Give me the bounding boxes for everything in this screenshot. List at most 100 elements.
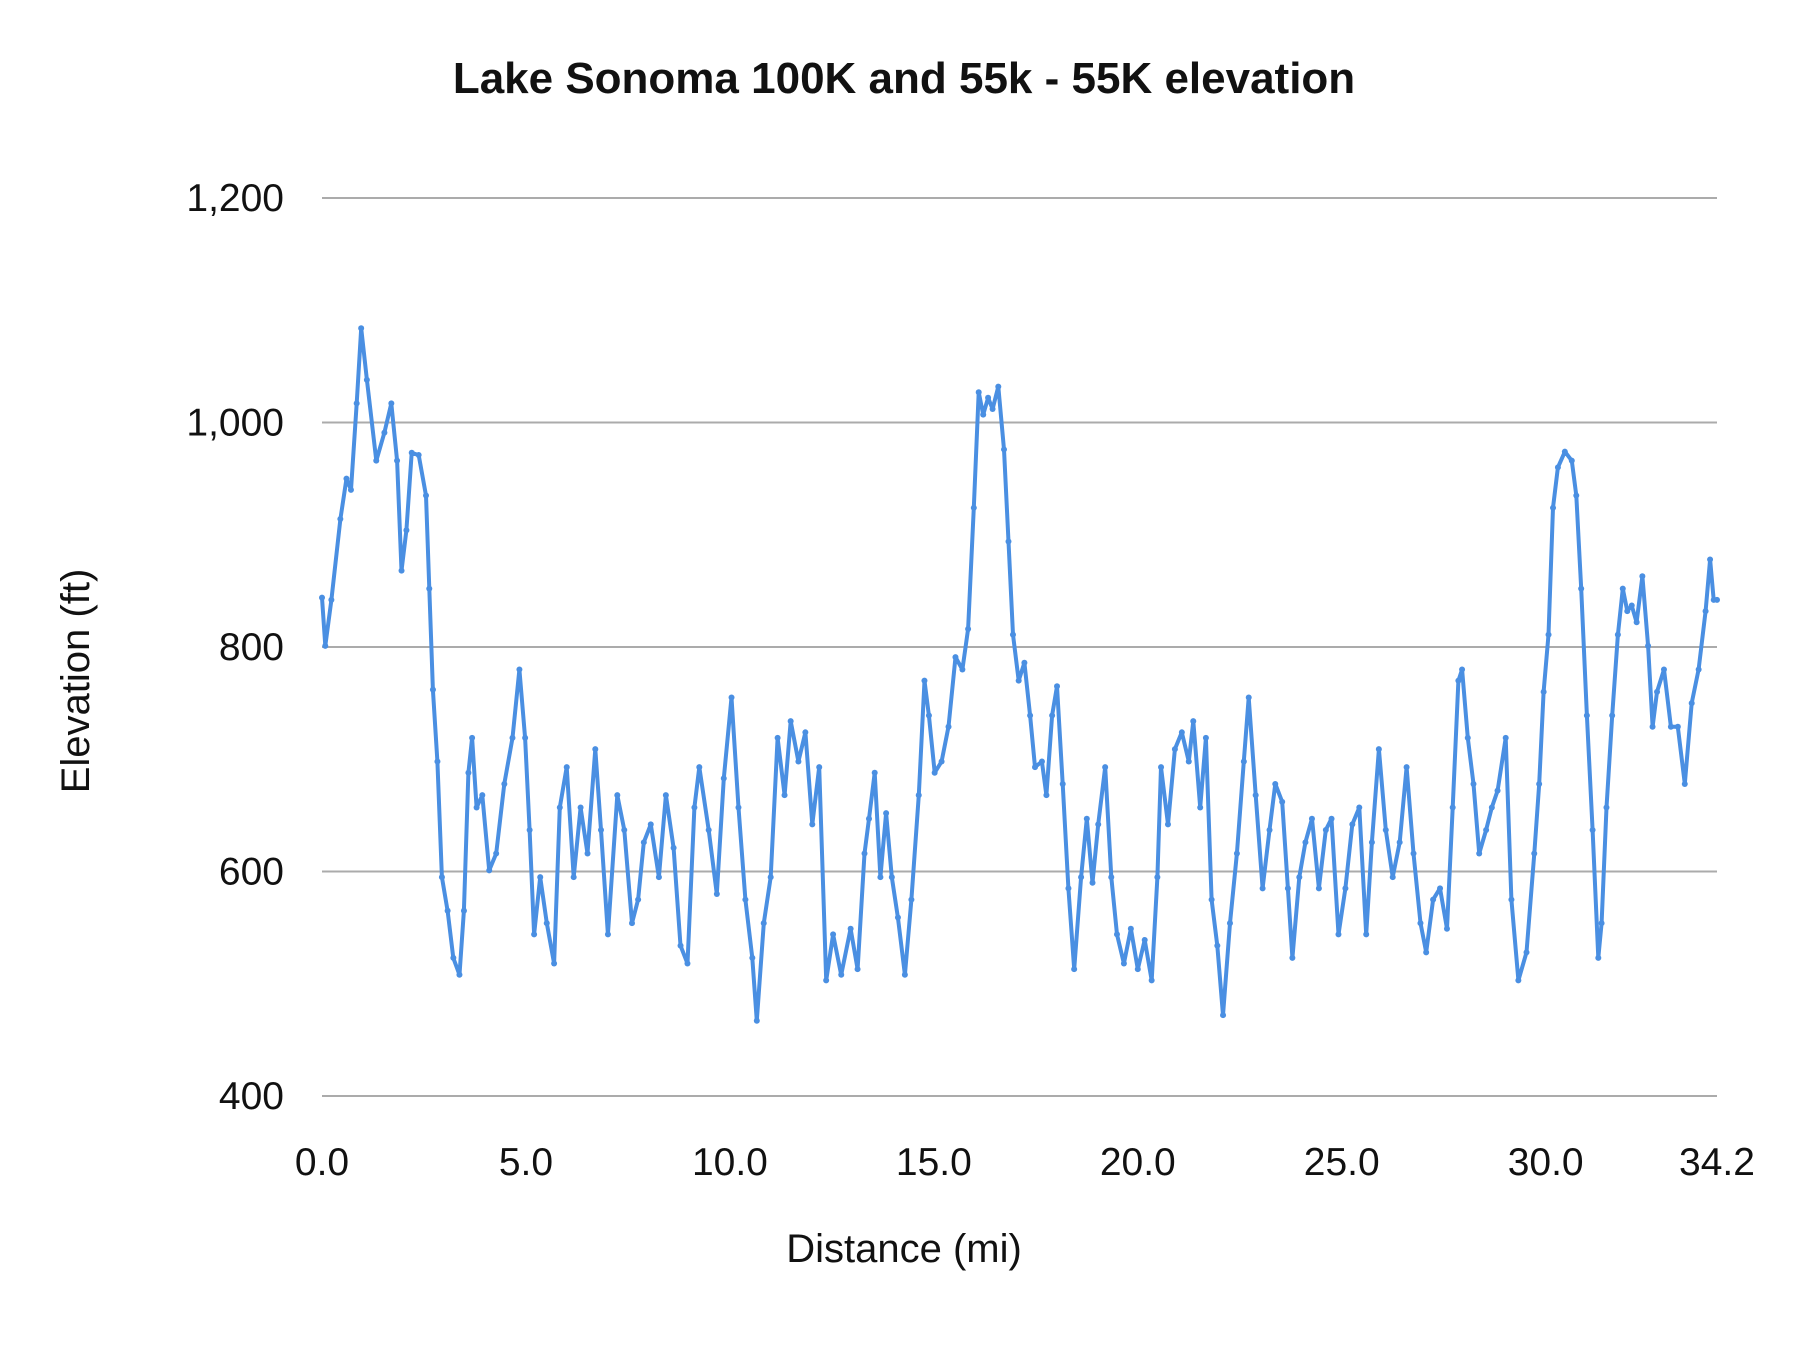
data-point <box>415 452 422 459</box>
data-point <box>1134 966 1141 973</box>
data-point <box>1363 931 1370 938</box>
data-point <box>493 850 500 857</box>
data-point <box>1628 602 1635 609</box>
x-tick-label: 30.0 <box>1508 1141 1584 1184</box>
data-point <box>460 907 467 914</box>
data-point <box>760 920 767 927</box>
data-point <box>816 764 823 771</box>
data-point <box>1266 826 1273 833</box>
data-point <box>1443 925 1450 932</box>
data-point <box>1649 723 1656 730</box>
data-point <box>809 821 816 828</box>
data-point <box>1667 723 1674 730</box>
data-point <box>720 775 727 782</box>
data-point <box>381 429 388 436</box>
data-point <box>551 960 558 967</box>
data-point <box>985 394 992 401</box>
data-point <box>1545 631 1552 638</box>
data-point <box>1619 585 1626 592</box>
data-point <box>952 654 959 661</box>
data-point <box>1190 718 1197 725</box>
data-point <box>1449 804 1456 811</box>
data-point <box>501 780 508 787</box>
data-point <box>398 567 405 574</box>
data-point <box>1578 585 1585 592</box>
data-point <box>894 914 901 921</box>
data-point <box>450 954 457 961</box>
data-point <box>1714 596 1720 603</box>
x-tick-label: 15.0 <box>896 1141 972 1184</box>
data-point <box>1494 787 1501 794</box>
data-point <box>531 931 538 938</box>
data-point <box>1171 746 1178 753</box>
data-point <box>1531 850 1538 857</box>
data-point <box>1536 780 1543 787</box>
data-point <box>925 712 932 719</box>
y-tick-label: 600 <box>219 851 284 894</box>
data-point <box>1226 920 1233 927</box>
data-point <box>1483 826 1490 833</box>
data-point <box>1464 734 1471 741</box>
data-point <box>1589 826 1596 833</box>
data-point <box>1078 874 1085 881</box>
data-point <box>861 850 868 857</box>
x-tick-label: 20.0 <box>1100 1141 1176 1184</box>
data-point <box>795 758 802 765</box>
data-point <box>1423 949 1430 956</box>
data-point <box>1120 960 1127 967</box>
data-point <box>655 874 662 881</box>
data-point <box>1609 712 1616 719</box>
data-point <box>921 677 928 684</box>
data-point <box>728 694 735 701</box>
data-point <box>830 931 837 938</box>
data-point <box>563 764 570 771</box>
data-point <box>509 734 516 741</box>
x-tick-label: 34.2 <box>1679 1141 1755 1184</box>
data-point <box>787 718 794 725</box>
data-point <box>854 966 861 973</box>
y-axis-title: Elevation (ft) <box>54 569 98 794</box>
data-point <box>1674 723 1681 730</box>
x-tick-label: 10.0 <box>692 1141 768 1184</box>
data-point <box>1001 446 1007 453</box>
data-point <box>647 821 654 828</box>
data-point <box>1410 850 1417 857</box>
data-point <box>537 874 544 881</box>
data-point <box>456 971 463 978</box>
data-point <box>1335 931 1342 938</box>
data-point <box>1459 666 1466 673</box>
data-point <box>1296 874 1303 881</box>
data-point <box>980 411 987 418</box>
data-point <box>1328 815 1335 822</box>
data-point <box>363 376 370 383</box>
data-point <box>931 769 938 776</box>
data-point <box>1396 839 1403 846</box>
data-point <box>438 874 445 881</box>
data-point <box>1113 931 1120 938</box>
data-point <box>1375 746 1382 753</box>
data-point <box>1049 712 1056 719</box>
data-point <box>1515 977 1522 984</box>
data-point <box>1681 780 1688 787</box>
elevation-series <box>319 325 1720 1024</box>
data-point <box>1389 874 1396 881</box>
data-point <box>621 826 628 833</box>
data-point <box>353 400 360 407</box>
data-point <box>1065 885 1072 892</box>
data-point <box>1639 573 1646 580</box>
data-point <box>598 826 604 833</box>
data-point <box>1089 879 1096 886</box>
data-point <box>1185 758 1192 765</box>
data-point <box>865 815 872 822</box>
data-point <box>1214 942 1221 949</box>
data-point <box>1071 966 1078 973</box>
data-point <box>1614 631 1621 638</box>
data-point <box>522 734 529 741</box>
data-point <box>394 457 401 464</box>
data-point <box>1027 712 1034 719</box>
data-point <box>1259 885 1266 892</box>
data-point <box>1508 896 1515 903</box>
data-point <box>1083 815 1090 822</box>
data-point <box>592 746 599 753</box>
data-point <box>1598 920 1605 927</box>
